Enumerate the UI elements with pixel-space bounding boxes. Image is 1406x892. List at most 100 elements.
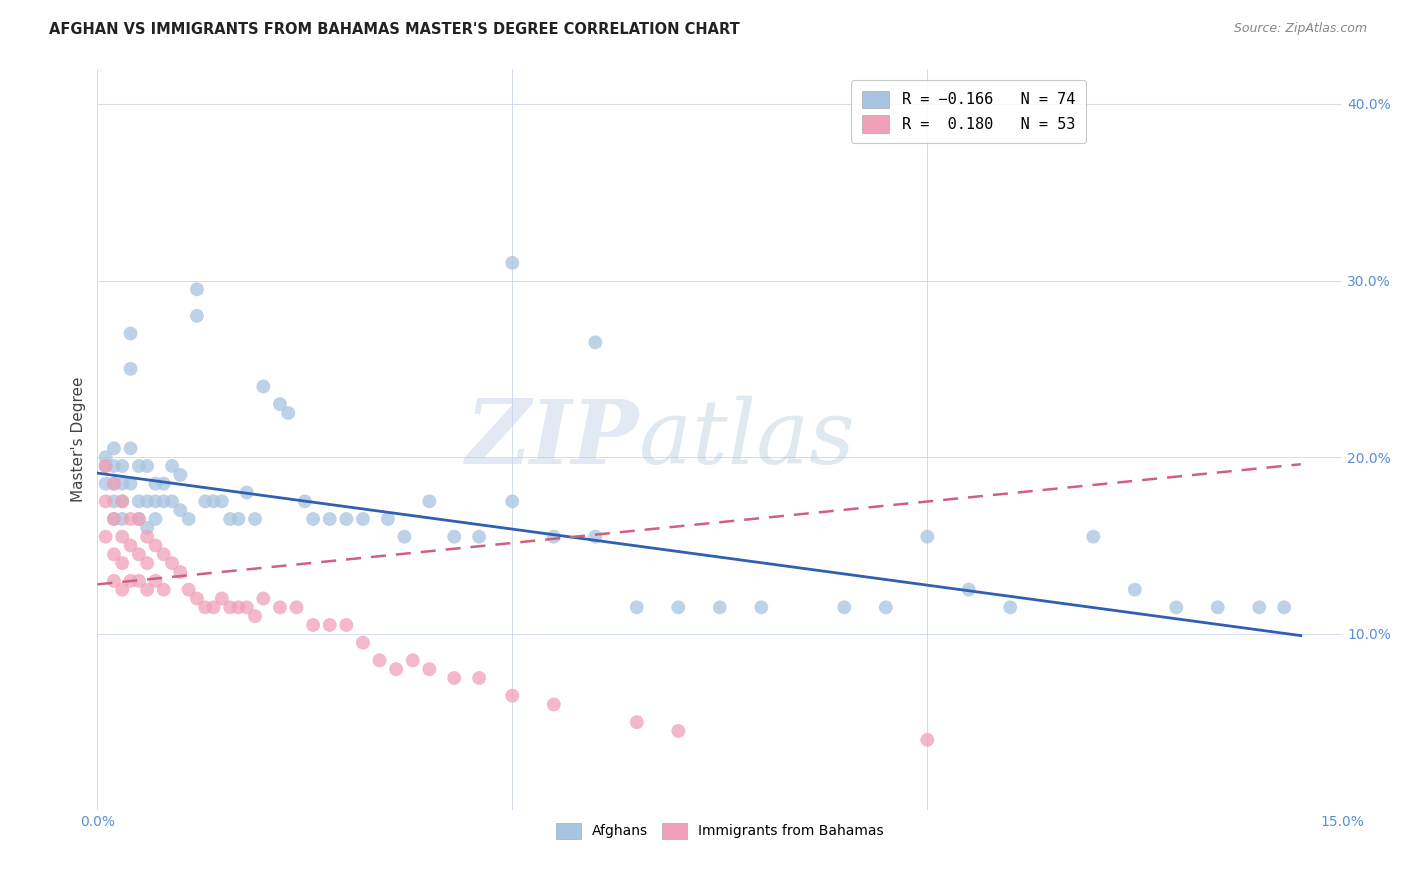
Point (111, 458, 134, 473)
Point (177, 582, 200, 597)
Point (352, 635, 374, 649)
Point (120, 574, 142, 588)
Point (103, 458, 125, 473)
Point (103, 494, 125, 508)
Point (120, 326, 142, 341)
Point (302, 618, 325, 632)
Point (111, 512, 134, 526)
Point (501, 494, 523, 508)
Point (111, 530, 134, 544)
Point (152, 547, 174, 561)
Point (120, 476, 142, 491)
Point (1206, 600, 1229, 615)
Point (152, 476, 174, 491)
Point (277, 406, 299, 420)
Point (160, 556, 183, 570)
Point (335, 618, 357, 632)
Point (285, 600, 308, 615)
Point (832, 600, 855, 615)
Point (186, 591, 208, 606)
Point (160, 494, 183, 508)
Point (128, 574, 150, 588)
Point (103, 476, 125, 491)
Point (219, 600, 242, 615)
Point (252, 379, 274, 393)
Point (294, 494, 316, 508)
Point (957, 582, 980, 597)
Point (169, 503, 191, 517)
Point (128, 512, 150, 526)
Point (583, 335, 606, 350)
Point (543, 698, 565, 712)
Point (402, 653, 425, 667)
Point (709, 600, 731, 615)
Point (319, 512, 342, 526)
Point (94, 530, 117, 544)
Point (186, 282, 208, 296)
Point (145, 539, 167, 553)
Point (128, 494, 150, 508)
Point (103, 574, 125, 588)
Point (211, 591, 233, 606)
Point (394, 530, 416, 544)
Point (385, 662, 408, 676)
Point (111, 582, 134, 597)
Point (145, 494, 167, 508)
Point (219, 512, 242, 526)
Point (103, 547, 125, 561)
Point (666, 723, 689, 738)
Point (269, 397, 291, 411)
Point (202, 600, 225, 615)
Point (443, 671, 465, 685)
Point (136, 458, 159, 473)
Point (169, 467, 191, 482)
Point (875, 600, 897, 615)
Point (211, 494, 233, 508)
Point (749, 600, 772, 615)
Point (136, 530, 159, 544)
Point (194, 494, 217, 508)
Point (335, 512, 357, 526)
Point (543, 530, 565, 544)
Point (103, 512, 125, 526)
Point (302, 512, 325, 526)
Point (94, 458, 117, 473)
Point (443, 530, 465, 544)
Point (501, 256, 523, 270)
Point (177, 512, 200, 526)
Point (418, 494, 440, 508)
Point (468, 671, 491, 685)
Point (94, 458, 117, 473)
Point (1249, 600, 1271, 615)
Point (666, 600, 689, 615)
Point (120, 442, 142, 456)
Point (917, 732, 939, 747)
Point (1123, 582, 1146, 597)
Point (103, 476, 125, 491)
Point (128, 547, 150, 561)
Point (152, 582, 174, 597)
Point (626, 600, 648, 615)
Point (145, 476, 167, 491)
Text: atlas: atlas (638, 396, 855, 483)
Point (136, 582, 159, 597)
Point (128, 512, 150, 526)
Point (120, 361, 142, 376)
Point (583, 530, 606, 544)
Point (202, 494, 225, 508)
Point (352, 512, 374, 526)
Point (917, 530, 939, 544)
Point (235, 600, 257, 615)
Point (186, 309, 208, 323)
Point (194, 600, 217, 615)
Point (136, 494, 159, 508)
Point (152, 494, 174, 508)
Point (94, 494, 117, 508)
Point (1000, 600, 1022, 615)
Point (468, 530, 491, 544)
Point (228, 600, 250, 615)
Point (103, 512, 125, 526)
Point (1083, 530, 1105, 544)
Point (136, 521, 159, 535)
Point (145, 512, 167, 526)
